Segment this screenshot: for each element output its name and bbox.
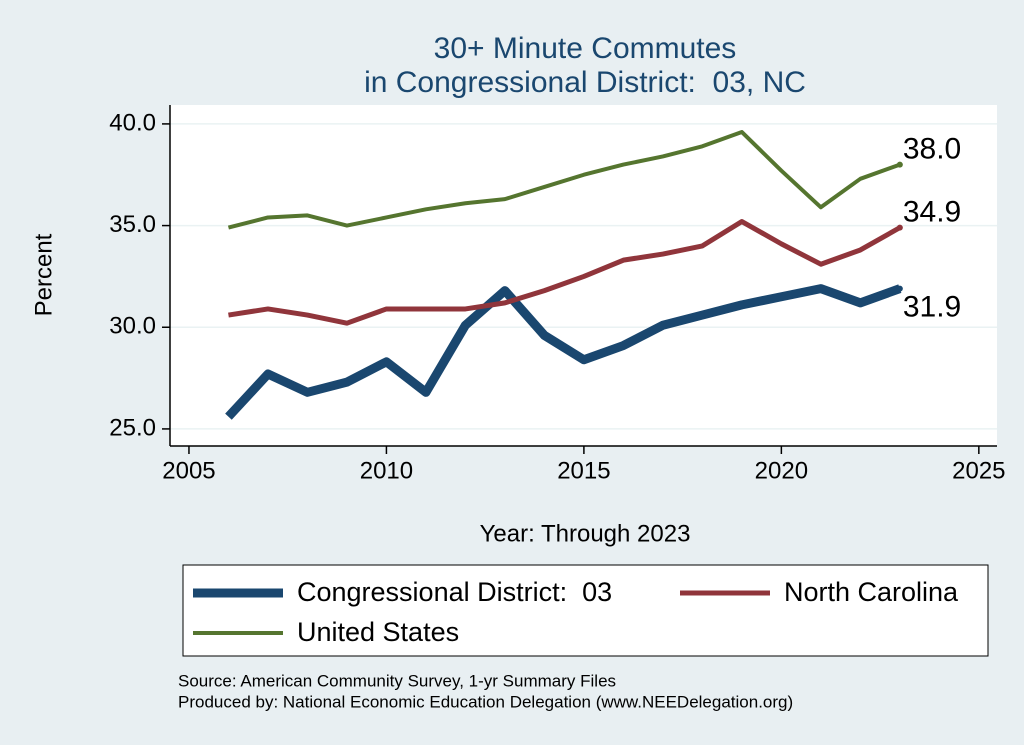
x-axis-label: Year: Through 2023 [480, 520, 691, 547]
series-line [225, 284, 902, 420]
series-line [227, 130, 901, 230]
series-line [228, 219, 902, 326]
y-tick-label: 25.0 [109, 414, 156, 441]
value-label: 34.9 [903, 196, 961, 229]
y-tick-label: 35.0 [109, 211, 156, 238]
value-label: 31.9 [903, 291, 961, 324]
end-point [896, 224, 903, 231]
x-tick-label: 2005 [162, 457, 215, 484]
note: Produced by: National Economic Education… [178, 692, 793, 711]
end-point [896, 285, 903, 292]
value-label: 38.0 [903, 133, 961, 166]
legend-label: Congressional District: 03 [297, 577, 612, 607]
end-point [896, 161, 903, 168]
y-tick-label: 30.0 [109, 313, 156, 340]
legend-label: United States [297, 617, 459, 647]
legend-label: North Carolina [784, 577, 959, 607]
x-tick-label: 2010 [360, 457, 413, 484]
note: Source: American Community Survey, 1-yr … [178, 671, 616, 690]
chart-title: 30+ Minute Commutes [434, 32, 737, 65]
x-tick-label: 2015 [557, 457, 610, 484]
x-tick-label: 2020 [755, 457, 808, 484]
chart-title: in Congressional District: 03, NC [364, 66, 806, 99]
y-axis-label: Percent [30, 233, 57, 316]
legend-box [182, 564, 989, 657]
y-tick-label: 40.0 [109, 109, 156, 136]
x-tick-label: 2025 [952, 457, 1005, 484]
